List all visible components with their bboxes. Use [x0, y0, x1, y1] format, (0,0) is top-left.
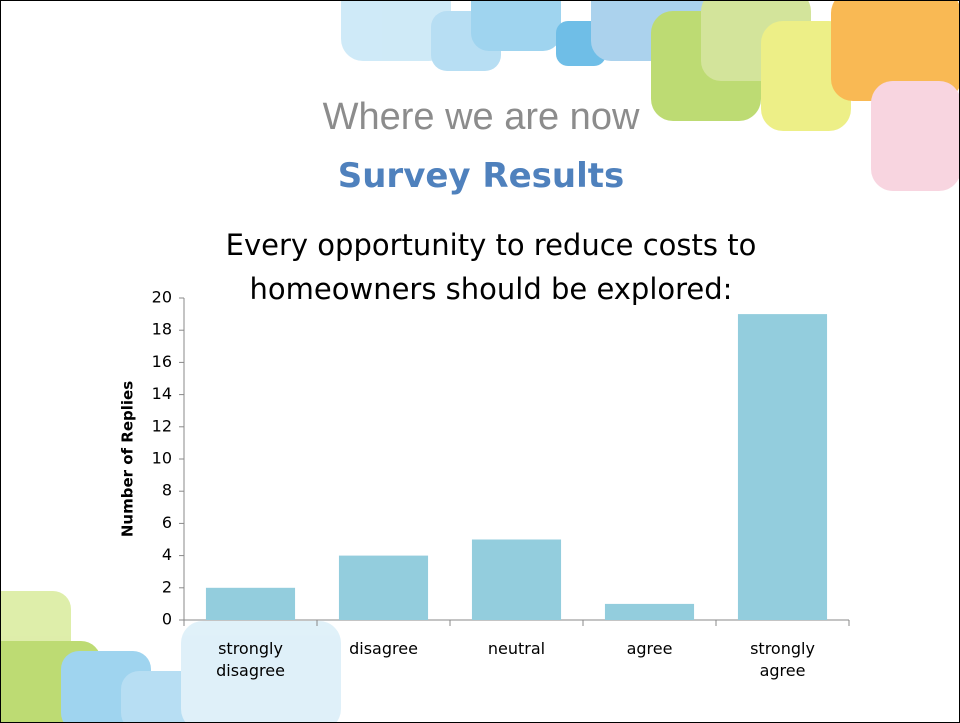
bar [205, 587, 296, 620]
y-tick-label: 18 [152, 320, 172, 339]
slide-title: Where we are now [322, 96, 640, 138]
x-tick-label: strongly agree [750, 639, 815, 680]
chart-title: Every opportunity to reduce costs to hom… [225, 228, 757, 306]
x-tick-label: neutral [487, 639, 546, 658]
y-tick-label: 10 [152, 449, 172, 468]
y-tick-label: 16 [152, 352, 172, 371]
y-tick-label: 4 [162, 545, 172, 564]
y-tick-label: 6 [162, 513, 172, 532]
bar [471, 539, 562, 620]
bar [737, 314, 828, 620]
y-tick-label: 8 [162, 481, 172, 500]
y-tick-label: 12 [152, 416, 172, 435]
bar [604, 603, 695, 620]
y-tick-label: 0 [162, 610, 172, 629]
y-tick-label: 2 [162, 577, 172, 596]
x-tick-label: disagree [349, 639, 418, 658]
y-axis-label: Number of Replies [119, 381, 137, 537]
y-tick-label: 14 [152, 384, 172, 403]
x-tick-label: strongly disagree [216, 639, 285, 680]
x-tick-label: agree [626, 639, 673, 658]
y-tick-label: 20 [152, 288, 172, 307]
slide-subtitle: Survey Results [337, 156, 625, 196]
bar [338, 555, 429, 620]
